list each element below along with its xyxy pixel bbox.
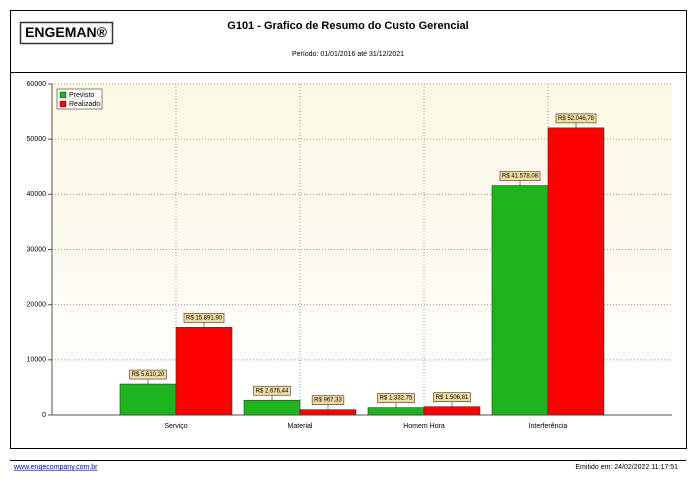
y-tick-label: 0 bbox=[42, 412, 46, 419]
y-tick-label: 30000 bbox=[27, 246, 47, 253]
bar bbox=[243, 399, 301, 416]
y-tick-label: 10000 bbox=[27, 357, 47, 364]
value-label: R$ 52.046,78 bbox=[558, 116, 595, 122]
x-tick-label: Material bbox=[288, 423, 313, 430]
chart-title: G101 - Grafico de Resumo do Custo Gerenc… bbox=[227, 20, 468, 32]
bar bbox=[119, 383, 177, 416]
legend-label: Realizado bbox=[69, 101, 100, 108]
value-label: R$ 2.676,44 bbox=[256, 388, 289, 394]
issued-date: Emitido em: 24/02/2022 11:17:51 bbox=[575, 464, 678, 471]
legend-swatch bbox=[59, 91, 67, 99]
value-label-box bbox=[253, 385, 291, 396]
value-label-box bbox=[311, 395, 345, 405]
x-tick-label: Serviço bbox=[164, 423, 187, 430]
y-tick-label: 60000 bbox=[27, 81, 47, 88]
x-tick-label: Homem Hora bbox=[403, 423, 445, 430]
legend-label: Previsto bbox=[69, 92, 94, 99]
bar bbox=[491, 185, 549, 416]
bar bbox=[299, 409, 357, 416]
logo-box bbox=[19, 21, 114, 45]
bar bbox=[423, 406, 481, 416]
bar bbox=[175, 327, 233, 416]
value-label: R$ 1.506,81 bbox=[436, 395, 469, 401]
value-label-box bbox=[377, 393, 415, 403]
legend-box bbox=[56, 88, 103, 110]
y-tick-label: 40000 bbox=[27, 191, 47, 198]
value-label: R$ 967,33 bbox=[314, 398, 342, 404]
x-tick-label: Interferência bbox=[529, 423, 568, 430]
value-label: R$ 1.332,75 bbox=[380, 396, 413, 402]
value-label-box bbox=[183, 313, 225, 323]
value-label: R$ 41.578,08 bbox=[502, 174, 539, 180]
legend-swatch bbox=[59, 100, 67, 108]
chart: 0 10000 20000 30000 40000 50000 60000 Serviço Ma… bbox=[27, 81, 672, 430]
chart-subtitle: Período: 01/01/2016 até 31/12/2021 bbox=[292, 51, 404, 58]
bar bbox=[547, 127, 605, 416]
value-label-box bbox=[129, 369, 167, 380]
value-label-box bbox=[555, 113, 597, 124]
website-link[interactable]: www.engecompany.com.br bbox=[13, 464, 98, 471]
y-tick-label: 50000 bbox=[27, 136, 47, 143]
value-label: R$ 5.610,20 bbox=[132, 372, 165, 378]
value-label-box bbox=[433, 392, 471, 402]
value-label-box bbox=[499, 171, 541, 181]
value-label: R$ 15.891,90 bbox=[186, 315, 223, 321]
y-tick-label: 20000 bbox=[27, 302, 47, 309]
logo: ENGEMAN® bbox=[25, 24, 108, 40]
bar bbox=[367, 407, 425, 416]
